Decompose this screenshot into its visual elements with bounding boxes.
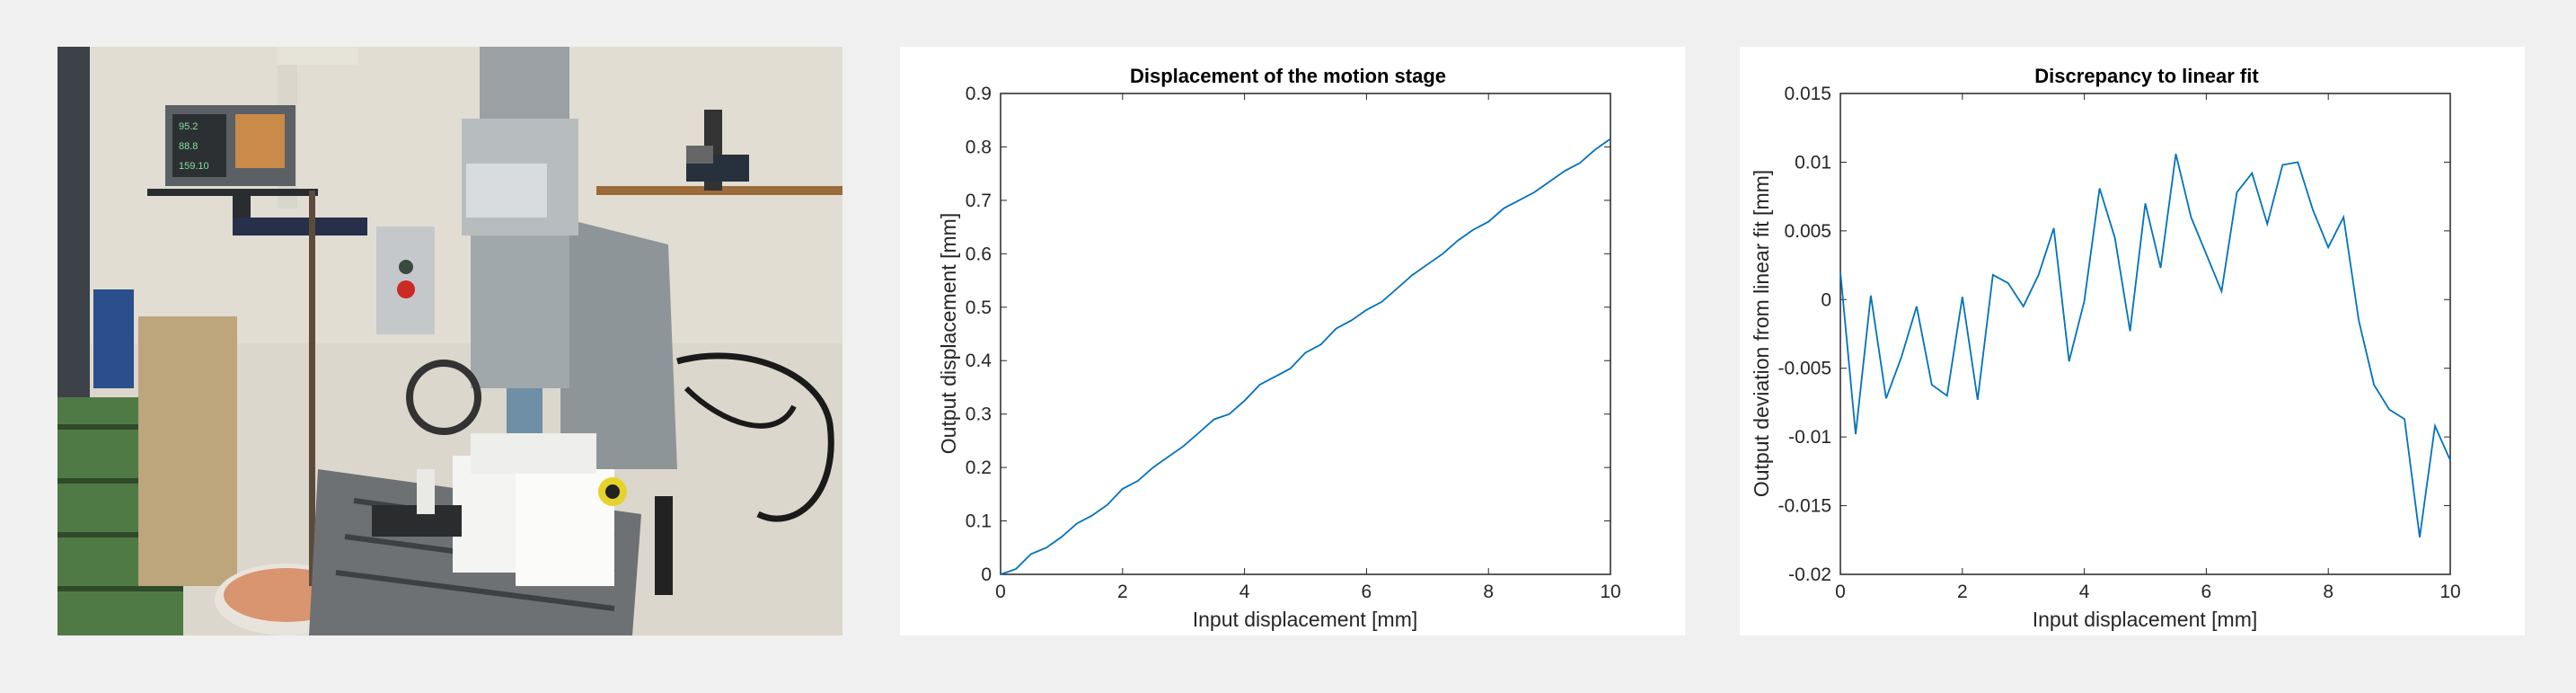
y-tick-label: 0.5 (966, 298, 992, 318)
readout-z: 159.10 (179, 161, 209, 172)
y-tick-label: -0.02 (1788, 564, 1831, 585)
x-tick-label: 8 (1483, 582, 1494, 602)
x-tick-label: 4 (2079, 582, 2090, 602)
milling-machine-photo: 95.2 88.8 159.10 (57, 47, 842, 635)
y-tick-label: 0.4 (966, 351, 992, 371)
discrepancy-chart-svg: Discrepancy to linear fit 0 2 4 6 8 10 -0.02 -0… (1750, 65, 2461, 631)
milling-machine-photo-icon: 95.2 88.8 159.10 (57, 47, 842, 635)
x-axis-label: Input displacement [mm] (2033, 608, 2258, 631)
x-tick-label: 8 (2323, 582, 2333, 602)
x-tick-label: 0 (1835, 582, 1846, 602)
readout-y: 88.8 (179, 141, 198, 152)
x-tick-label: 10 (1600, 582, 1620, 602)
y-tick-label: 0 (981, 564, 992, 585)
y-tick-label: 0.3 (966, 404, 992, 425)
x-tick-label: 0 (995, 582, 1006, 602)
x-axis-label: Input displacement [mm] (1193, 608, 1418, 631)
y-tick-label: 0.9 (966, 84, 992, 104)
tick-group: 0 2 4 6 8 10 -0.02 -0.015 -0.01 -0.005 0 0.005 0.01 0… (1778, 84, 2460, 602)
x-tick-label: 4 (1239, 582, 1250, 602)
y-tick-label: 0 (1821, 289, 1831, 310)
y-tick-label: 0.1 (966, 511, 992, 532)
x-tick-label: 2 (1117, 582, 1128, 602)
displacement-chart-svg: Displacement of the motion stage 0 2 4 6 8 10… (937, 65, 1621, 631)
discrepancy-chart: Discrepancy to linear fit 0 2 4 6 8 10 -0.02 -0… (1740, 47, 2525, 635)
chart-title: Discrepancy to linear fit (2034, 65, 2259, 87)
y-axis-label: Output displacement [mm] (937, 213, 960, 454)
series-line (1839, 154, 2451, 538)
y-tick-label: 0.2 (966, 458, 992, 478)
y-axis-label: Output deviation from linear fit [mm] (1750, 170, 1773, 497)
x-tick-label: 6 (2201, 582, 2212, 602)
y-tick-label: 0.7 (966, 191, 992, 211)
y-tick-label: 0.8 (966, 137, 992, 157)
y-tick-label: -0.015 (1778, 496, 1831, 517)
x-tick-label: 10 (2439, 582, 2460, 602)
plot-area (1000, 93, 1611, 575)
series-line (1000, 138, 1611, 575)
y-tick-label: 0.01 (1795, 152, 1831, 173)
chart-title: Displacement of the motion stage (1130, 65, 1446, 87)
tick-group: 0 2 4 6 8 10 0 0.1 0.2 0.3 0.4 0.5 0.6 0.7 0.8 0.9 (966, 84, 1621, 602)
y-tick-label: 0.015 (1784, 84, 1831, 104)
displacement-chart: Displacement of the motion stage 0 2 4 6 8 10… (900, 47, 1685, 635)
y-tick-label: 0.005 (1784, 221, 1831, 242)
y-tick-label: 0.6 (966, 244, 992, 264)
y-tick-label: -0.005 (1778, 359, 1831, 379)
x-tick-label: 6 (1362, 582, 1372, 602)
plot-area (1839, 93, 2451, 575)
x-tick-label: 2 (1957, 582, 1968, 602)
readout-x: 95.2 (179, 121, 198, 132)
y-tick-label: -0.01 (1788, 427, 1831, 448)
